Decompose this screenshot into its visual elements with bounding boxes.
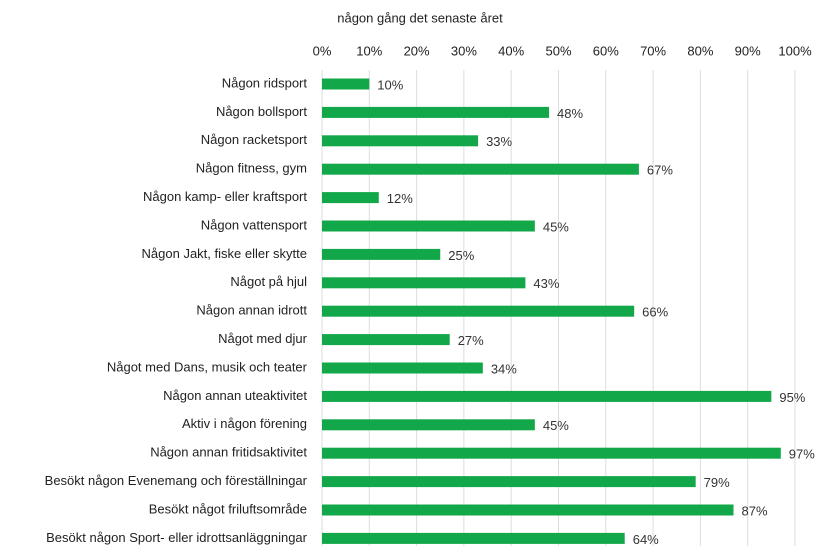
bar: [322, 163, 639, 175]
y-tick-label: Någon Jakt, fiske eller skytte: [142, 246, 307, 261]
bar: [322, 277, 526, 289]
y-tick-label: Besökt någon Sport- eller idrottsanläggn…: [46, 530, 308, 545]
x-tick-label: 50%: [545, 43, 571, 58]
value-label: 67%: [647, 163, 673, 178]
value-label: 48%: [557, 106, 583, 121]
chart-title: någon gång det senaste året: [337, 10, 503, 25]
x-tick-label: 40%: [498, 43, 524, 58]
y-tick-label: Besökt något friluftsområde: [149, 501, 307, 516]
bar: [322, 78, 370, 90]
y-tick-label: Någon vattensport: [201, 217, 308, 232]
y-tick-label: Någon annan idrott: [196, 303, 307, 318]
x-tick-label: 70%: [640, 43, 666, 58]
bar: [322, 504, 734, 516]
value-label: 34%: [491, 361, 517, 376]
x-tick-label: 10%: [356, 43, 382, 58]
bar: [322, 476, 696, 488]
bar: [322, 220, 535, 232]
x-tick-label: 80%: [687, 43, 713, 58]
y-tick-label: Någon annan fritidsaktivitet: [150, 445, 307, 460]
x-tick-label: 30%: [451, 43, 477, 58]
value-label: 45%: [543, 219, 569, 234]
value-label: 27%: [458, 333, 484, 348]
y-tick-label: Aktiv i någon förening: [182, 416, 307, 431]
value-label: 79%: [704, 475, 730, 490]
x-tick-label: 100%: [778, 43, 812, 58]
bar: [322, 305, 635, 317]
y-tick-label: Någon bollsport: [216, 104, 307, 119]
bar: [322, 192, 379, 204]
x-tick-label: 0%: [313, 43, 332, 58]
bar: [322, 419, 535, 431]
value-label: 33%: [486, 134, 512, 149]
y-tick-label: Besökt någon Evenemang och föreställning…: [45, 473, 308, 488]
bar: [322, 135, 479, 147]
value-label: 12%: [387, 191, 413, 206]
value-label: 43%: [533, 276, 559, 291]
value-label: 95%: [779, 390, 805, 405]
y-tick-label: Något med djur: [218, 331, 308, 346]
x-tick-label: 60%: [593, 43, 619, 58]
value-label: 25%: [448, 248, 474, 263]
y-tick-label: Något på hjul: [230, 274, 307, 289]
y-tick-label: Något med Dans, musik och teater: [107, 359, 308, 374]
value-label: 64%: [633, 532, 659, 546]
y-tick-label: Någon racketsport: [201, 132, 308, 147]
bar: [322, 334, 450, 346]
value-label: 97%: [789, 447, 815, 462]
value-label: 66%: [642, 305, 668, 320]
value-label: 10%: [377, 77, 403, 92]
y-tick-label: Någon kamp- eller kraftsport: [143, 189, 307, 204]
y-tick-label: Någon fitness, gym: [196, 161, 307, 176]
value-label: 45%: [543, 418, 569, 433]
bar: [322, 532, 625, 544]
y-tick-label: Någon annan uteaktivitet: [163, 388, 307, 403]
bar: [322, 106, 550, 118]
bar: [322, 447, 781, 459]
y-tick-label: Någon ridsport: [222, 75, 308, 90]
x-tick-label: 90%: [735, 43, 761, 58]
bar: [322, 390, 772, 402]
bar: [322, 248, 441, 260]
value-label: 87%: [742, 503, 768, 518]
x-tick-label: 20%: [404, 43, 430, 58]
bar: [322, 362, 483, 374]
